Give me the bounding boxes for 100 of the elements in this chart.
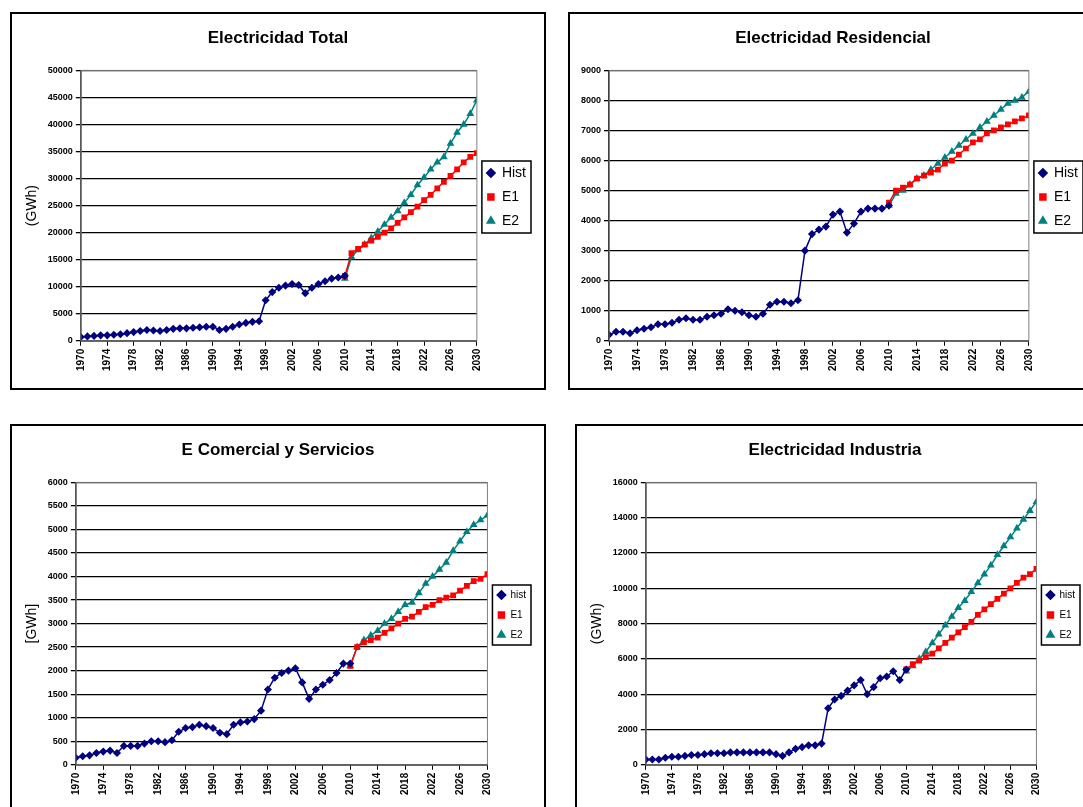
x-tick-label: 1994 [233, 348, 244, 371]
x-tick-label: 1978 [124, 772, 136, 795]
x-tick-label: 2006 [873, 772, 885, 795]
y-tick-label: 0 [67, 335, 73, 346]
legend-label: Hist [501, 163, 527, 180]
x-tick-label: 1998 [821, 772, 833, 795]
y-tick-label: 6000 [47, 476, 68, 487]
x-tick-label: 1990 [742, 348, 754, 371]
y-tick-label: 3000 [47, 618, 68, 629]
legend-label: E1 [510, 608, 524, 620]
x-tick-label: 1970 [74, 348, 86, 371]
legend-label: E1 [1059, 608, 1073, 620]
y-tick-label: 2000 [580, 275, 602, 286]
x-tick-label: 2026 [1004, 772, 1016, 795]
x-tick-label: 2006 [312, 348, 324, 371]
x-tick-label: 2010 [338, 348, 350, 371]
y-tick-label: 4000 [580, 215, 602, 226]
legend-label: E1 [1053, 187, 1072, 204]
y-tick-label: 40000 [47, 118, 73, 129]
y-tick-label: 25000 [47, 200, 73, 211]
x-tick-label: 2018 [952, 772, 964, 795]
x-tick-label: 1974 [665, 772, 677, 795]
y-tick-label: 3500 [47, 594, 68, 605]
x-tick-label: 2002 [285, 348, 297, 371]
y-tick-label: 6000 [617, 653, 638, 664]
y-tick-label: 35000 [47, 145, 73, 156]
x-tick-label: 1994 [795, 772, 807, 795]
y-tick-label: 8000 [580, 94, 602, 105]
y-tick-label: 20000 [47, 227, 73, 238]
x-tick-label: 1986 [714, 348, 726, 371]
x-tick-label: 2010 [899, 772, 911, 795]
chart-title: Electricidad Industria [748, 439, 922, 459]
y-axis-title: [GWh] [23, 603, 40, 644]
y-tick-label: 5000 [47, 523, 68, 534]
x-tick-label: 2010 [882, 348, 894, 371]
chart-title: Electricidad Residencial [735, 27, 931, 47]
x-tick-label: 1998 [798, 348, 810, 371]
legend-label: E2 [1053, 211, 1072, 228]
y-tick-label: 5500 [47, 500, 68, 511]
y-tick-label: 1500 [47, 688, 68, 699]
x-tick-label: 1978 [658, 348, 670, 371]
x-tick-label: 1998 [259, 348, 271, 371]
x-tick-label: 1982 [151, 772, 163, 795]
y-tick-label: 5000 [52, 308, 73, 319]
x-tick-label: 1990 [769, 772, 781, 795]
x-tick-label: 2006 [316, 772, 328, 795]
x-tick-label: 2030 [481, 772, 493, 795]
y-tick-label: 4000 [47, 571, 68, 581]
y-tick-label: 15000 [47, 254, 73, 265]
chart-title: Electricidad Total [207, 27, 349, 47]
y-tick-label: 0 [632, 759, 638, 770]
x-tick-label: 1998 [261, 772, 273, 795]
x-tick-label: 2022 [966, 348, 978, 371]
x-tick-label: 1978 [691, 772, 703, 795]
x-tick-label: 2030 [1022, 348, 1034, 371]
y-tick-label: 7000 [580, 124, 602, 135]
x-tick-label: 1986 [743, 772, 755, 795]
y-axis-title: (GWh) [588, 602, 605, 645]
y-tick-label: 5000 [580, 185, 602, 196]
y-tick-label: 4000 [617, 688, 638, 699]
y-tick-label: 1000 [47, 712, 68, 723]
legend-label: E2 [1059, 628, 1073, 640]
x-tick-label: 2026 [994, 348, 1006, 371]
legend-label: E2 [501, 211, 520, 228]
y-tick-label: 4500 [47, 547, 68, 558]
x-tick-label: 1986 [180, 348, 192, 371]
legend-label: Hist [1053, 163, 1079, 180]
x-tick-label: 2022 [417, 348, 429, 371]
x-tick-label: 2030 [470, 348, 482, 371]
x-tick-label: 1990 [206, 348, 218, 371]
y-tick-label: 1000 [580, 305, 602, 316]
x-tick-label: 2018 [938, 348, 950, 371]
x-tick-label: 2022 [426, 772, 438, 795]
x-tick-label: 2010 [343, 772, 355, 795]
y-tick-label: 10000 [47, 281, 73, 292]
x-tick-label: 2006 [854, 348, 866, 371]
x-tick-label: 2030 [1030, 772, 1042, 795]
x-tick-label: 1970 [639, 772, 651, 795]
x-tick-label: 2022 [978, 772, 990, 795]
x-tick-label: 2014 [910, 348, 922, 371]
x-tick-label: 2026 [444, 348, 456, 371]
x-tick-label: 1970 [602, 348, 614, 371]
y-tick-label: 9000 [580, 64, 602, 75]
x-tick-label: 1982 [153, 348, 165, 371]
y-tick-label: 45000 [47, 91, 73, 102]
y-tick-label: 14000 [612, 512, 638, 523]
legend-label: E1 [501, 187, 520, 204]
x-tick-label: 2014 [371, 772, 383, 795]
y-tick-label: 0 [596, 335, 602, 346]
y-tick-label: 2000 [47, 665, 68, 676]
x-tick-label: 1974 [630, 348, 642, 371]
x-tick-label: 1982 [686, 348, 698, 371]
y-tick-label: 500 [52, 735, 68, 746]
y-tick-label: 0 [62, 759, 68, 770]
x-tick-label: 1970 [69, 772, 81, 795]
legend-label: hist [510, 588, 527, 600]
x-tick-label: 2026 [453, 772, 465, 795]
y-tick-label: 12000 [612, 547, 638, 558]
y-tick-label: 10000 [612, 582, 638, 593]
x-tick-label: 2002 [847, 772, 859, 795]
